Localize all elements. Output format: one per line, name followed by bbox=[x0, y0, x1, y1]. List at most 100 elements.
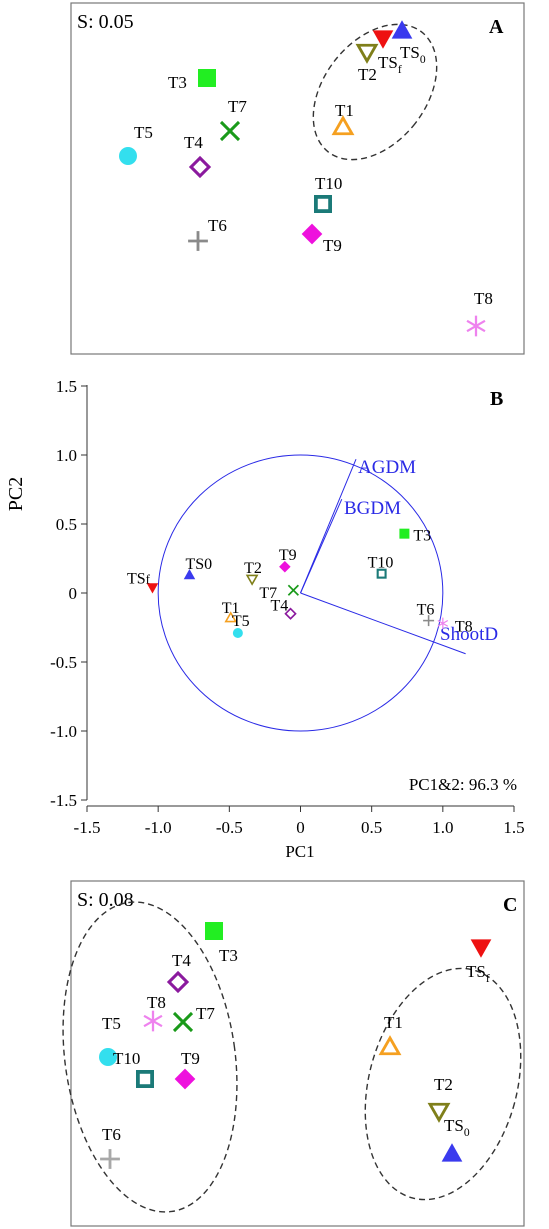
panel-b-point-tsf bbox=[146, 583, 159, 594]
panel-a-point-t7 bbox=[219, 120, 241, 142]
panel-b-point-t7 bbox=[287, 584, 299, 596]
panel-c-label-t2: T2 bbox=[434, 1075, 453, 1094]
panel-a-group-ellipse bbox=[312, 23, 438, 161]
panel-c-label-t9: T9 bbox=[181, 1049, 200, 1068]
panel-b-xtick-label-3: 0 bbox=[296, 818, 305, 837]
panel-a-label-t10: T10 bbox=[315, 174, 342, 193]
panel-b-point-t4 bbox=[284, 607, 297, 620]
panel-b-xlabel: PC1 bbox=[285, 842, 314, 861]
panel-b-label-t4: T4 bbox=[271, 598, 289, 615]
panel-c-point-t6 bbox=[100, 1149, 120, 1169]
panel-b-label-t3: T3 bbox=[413, 528, 431, 545]
panel-a-point-ts0 bbox=[391, 20, 413, 39]
panel-b-xtick-label-5: 1.0 bbox=[432, 818, 453, 837]
panel-a-label-t5: T5 bbox=[134, 123, 153, 142]
panel-a-label-t1: T1 bbox=[335, 101, 354, 120]
panel-a-point-t2 bbox=[355, 43, 379, 64]
panel-b-loading-label-shootd: ShootD bbox=[440, 624, 498, 645]
panel-b-ytick-label-2: 0.5 bbox=[56, 515, 77, 534]
panel-b-point-t6 bbox=[423, 615, 435, 627]
panel-c-group-ellipse-left bbox=[62, 901, 238, 1213]
panel-c-point-ts0 bbox=[441, 1143, 463, 1162]
panel-b-label-tsf: TSf bbox=[127, 570, 151, 587]
panel-a-label-tsf: TSf bbox=[378, 53, 402, 76]
panel-b-label-t1: T1 bbox=[222, 600, 240, 617]
panel-c-label-t4: T4 bbox=[172, 951, 191, 970]
panel-b-loading-label-agdm: AGDM bbox=[358, 457, 416, 478]
panel-b-ylabel: PC2 bbox=[5, 477, 27, 511]
panel-b-ytick-label-3: 0 bbox=[69, 584, 78, 603]
panel-b-ytick-label-6: -1.5 bbox=[50, 791, 77, 810]
panel-a-point-t5 bbox=[119, 147, 137, 165]
panel-b-annotation: PC1&2: 96.3 % bbox=[409, 775, 517, 794]
panel-b-point-t9 bbox=[279, 561, 291, 573]
panel-b-loading-label-bgdm: BGDM bbox=[344, 498, 401, 519]
panel-c-label-t10: T10 bbox=[113, 1049, 140, 1068]
panel-c-point-t3 bbox=[205, 922, 223, 940]
panel-c-label-tsf: TSf bbox=[466, 962, 490, 985]
panel-a-label-t4: T4 bbox=[184, 133, 203, 152]
panel-c-points: T3 T4 T8 T7 T5 T9 T10 T6 TSf T1 T2 TS0 bbox=[99, 922, 492, 1169]
panel-c-frame bbox=[70, 880, 525, 1227]
panel-a-point-t10 bbox=[314, 194, 333, 213]
panel-b-loading-shootd bbox=[300, 592, 466, 655]
panel-c-label-t8: T8 bbox=[147, 993, 166, 1012]
panel-a-label-t3: T3 bbox=[168, 73, 187, 92]
panel-a-letter: A bbox=[489, 16, 504, 38]
panel-a-point-t6 bbox=[188, 231, 208, 251]
panel-b-point-t8 bbox=[437, 617, 449, 630]
panel-b-point-t3 bbox=[399, 528, 410, 539]
panel-c-point-t8 bbox=[143, 1010, 163, 1032]
panel-b-label-t6: T6 bbox=[417, 602, 435, 619]
panel-a-point-t3 bbox=[198, 69, 216, 87]
panel-b-point-ts0 bbox=[183, 569, 196, 580]
panel-b-xtick-label-0: -1.5 bbox=[74, 818, 101, 837]
panel-a-frame bbox=[70, 2, 525, 355]
panel-c-point-t7 bbox=[172, 1011, 194, 1033]
panel-b-ytick-label-0: 1.5 bbox=[56, 377, 77, 396]
panel-c-point-t1 bbox=[378, 1035, 402, 1056]
panel-b-label-t9: T9 bbox=[279, 547, 297, 564]
panel-b-label-t10: T10 bbox=[368, 555, 394, 572]
panel-b-xtick-label-1: -1.0 bbox=[145, 818, 172, 837]
panel-c-group-ellipse-right bbox=[364, 967, 522, 1201]
panel-a-point-t8 bbox=[466, 315, 486, 337]
panel-a-label-ts0: TS0 bbox=[400, 43, 426, 66]
panel-c-stress: S: 0.08 bbox=[77, 889, 134, 911]
panel-b: -1.5 -1.0 -0.5 0 0.5 1.0 1.5 1.5 1.0 0.5 0 -0.5 -1.0… bbox=[5, 377, 525, 861]
panel-c-point-t5 bbox=[99, 1048, 117, 1066]
panel-c-label-t7: T7 bbox=[196, 1004, 215, 1023]
panel-b-xtick-label-2: -0.5 bbox=[216, 818, 243, 837]
panel-c: S: 0.08 C T3 T4 T8 T7 T5 T9 T10 T6 TSf T1 T2 TS0 bbox=[62, 880, 525, 1227]
panel-a-point-t9 bbox=[301, 223, 323, 245]
panel-b-ytick-label-1: 1.0 bbox=[56, 446, 77, 465]
panel-c-point-tsf bbox=[470, 939, 492, 958]
panel-a-point-t1 bbox=[331, 115, 355, 136]
panel-c-point-t2 bbox=[427, 1102, 451, 1123]
panel-b-label-t7: T7 bbox=[259, 585, 277, 602]
panel-b-point-t5 bbox=[232, 628, 243, 639]
panel-b-point-t10 bbox=[376, 568, 387, 579]
panel-b-letter: B bbox=[490, 388, 503, 410]
panel-c-label-t6: T6 bbox=[102, 1125, 121, 1144]
panel-c-point-t10 bbox=[135, 1070, 154, 1089]
panel-b-ticks: -1.5 -1.0 -0.5 0 0.5 1.0 1.5 1.5 1.0 0.5 0 -0.5 -1.0… bbox=[50, 377, 525, 837]
panel-b-point-t1 bbox=[224, 611, 238, 623]
panel-b-label-t2: T2 bbox=[244, 560, 262, 577]
panel-b-loading-bgdm bbox=[300, 498, 343, 594]
panel-a-stress: S: 0.05 bbox=[77, 11, 134, 33]
panel-a-point-tsf bbox=[372, 30, 394, 49]
panel-c-label-t5: T5 bbox=[102, 1014, 121, 1033]
panel-b-xtick-label-6: 1.5 bbox=[503, 818, 524, 837]
panel-a-label-t2: T2 bbox=[358, 65, 377, 84]
panel-b-point-t2 bbox=[245, 574, 259, 586]
panel-b-label-t8: T8 bbox=[455, 618, 473, 635]
panel-c-label-t1: T1 bbox=[384, 1013, 403, 1032]
panel-c-label-ts0: TS0 bbox=[444, 1116, 470, 1139]
panel-a-label-t7: T7 bbox=[228, 97, 247, 116]
panel-c-point-t4 bbox=[166, 970, 190, 994]
